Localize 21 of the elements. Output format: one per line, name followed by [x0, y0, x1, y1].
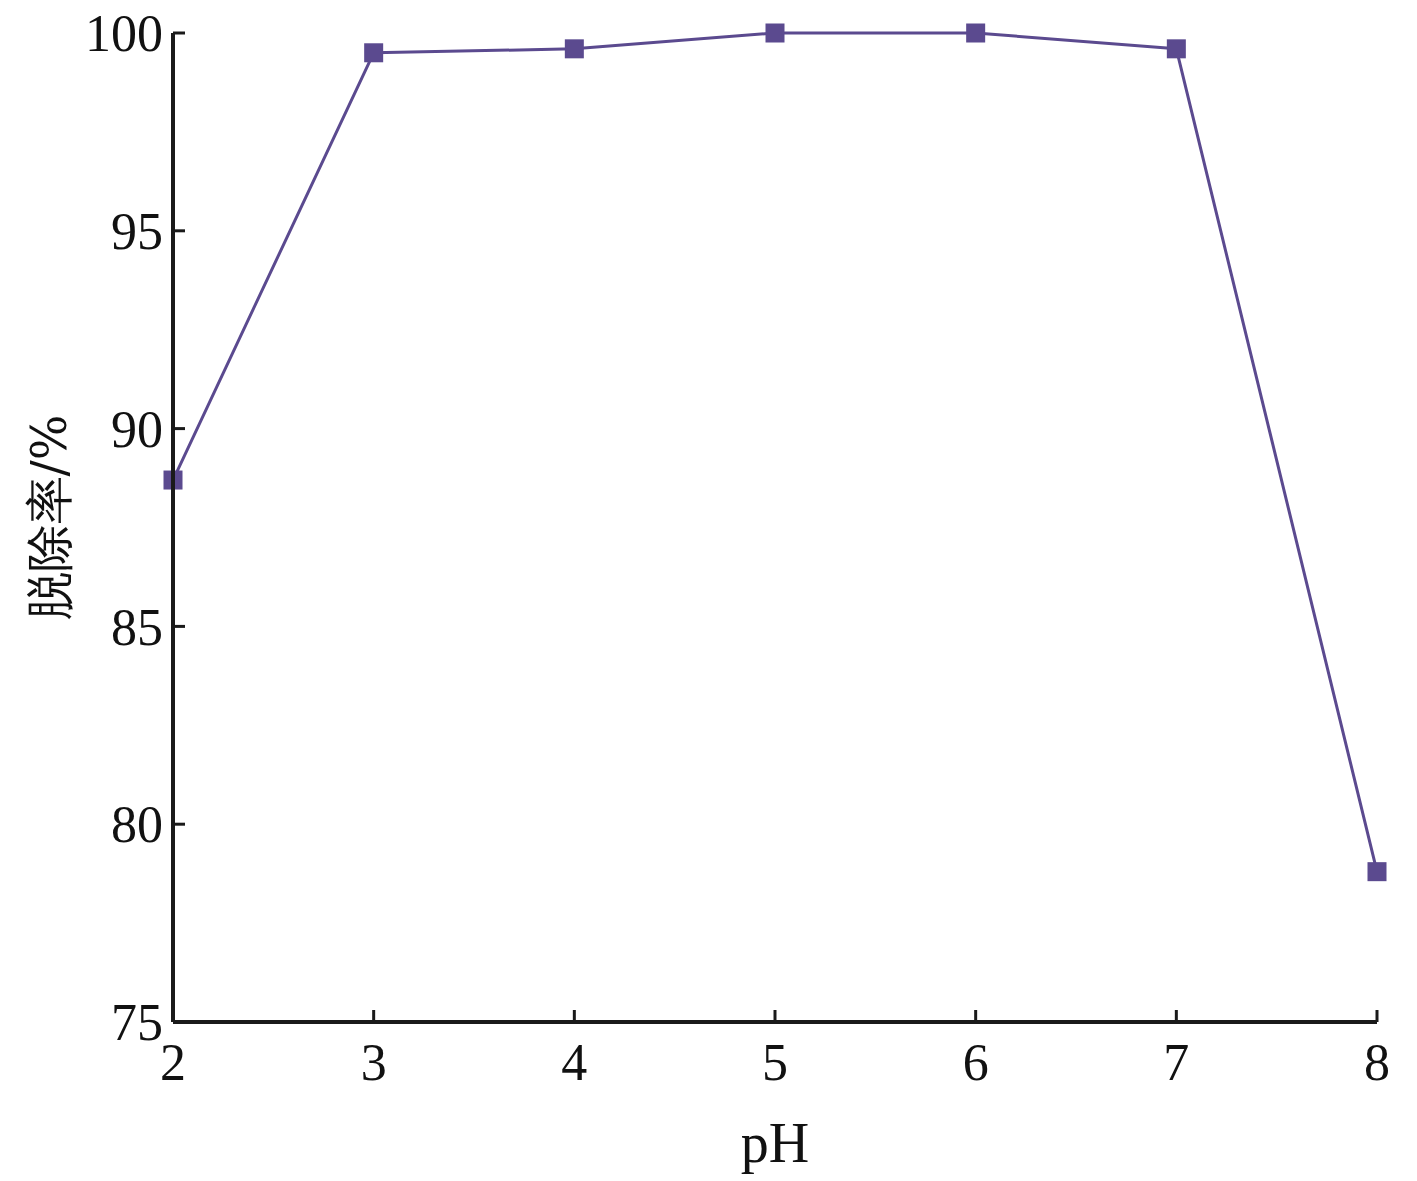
- point: [966, 23, 986, 43]
- x-tick-label: 8: [1364, 1034, 1390, 1091]
- y-tick-label: 100: [85, 5, 163, 63]
- x-tick-label: 2: [160, 1034, 186, 1091]
- y-tick-label: 80: [111, 796, 163, 854]
- y-tick-label: 75: [111, 994, 163, 1052]
- point: [1166, 39, 1186, 59]
- x-tick-label: 5: [762, 1034, 788, 1091]
- y-tick-label: 85: [111, 598, 163, 656]
- point: [1367, 862, 1387, 882]
- x-tick-label: 3: [360, 1034, 387, 1091]
- y-tick-label: 95: [111, 203, 163, 260]
- x-tick-label: 4: [561, 1034, 588, 1091]
- x-tick-label: 6: [962, 1034, 989, 1091]
- point: [765, 23, 785, 43]
- y-tick-label: 90: [111, 400, 163, 458]
- x-tick-label: 7: [1163, 1034, 1190, 1091]
- y-axis-title: 脱除率/%: [21, 414, 77, 621]
- point: [564, 39, 584, 59]
- x-axis-title: pH: [740, 1112, 810, 1174]
- point: [364, 43, 384, 63]
